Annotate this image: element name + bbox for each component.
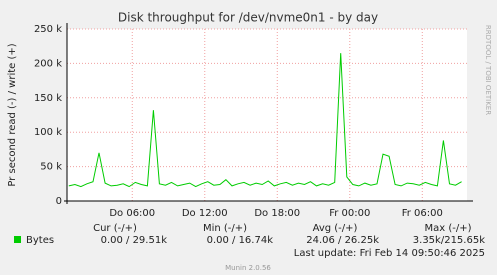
legend-header: Avg (-/+) [313,223,358,234]
y-tick-label: 0 [56,196,62,207]
last-update: Last update: Fri Feb 14 09:50:46 2025 [294,248,485,259]
plot-area [67,29,467,201]
legend-header: Max (-/+) [424,223,471,234]
x-tick-label: Fr 06:00 [402,208,443,219]
x-tick-label: Do 12:00 [182,208,228,219]
legend-value: 0.00 / 16.74k [207,235,274,246]
y-tick-label: 200 k [34,58,62,69]
y-axis-label: Pr second read (-) / write (+) [7,43,18,186]
legend-header: Min (-/+) [203,223,247,234]
data-line [68,53,462,188]
legend-swatch [14,236,21,243]
legend-header: Cur (-/+) [93,223,137,234]
side-label: RRDTOOL / TOBI OETIKER [484,25,492,115]
footer: Munin 2.0.56 [225,264,271,272]
y-tick-label: 150 k [34,93,62,104]
chart-title: Disk throughput for /dev/nvme0n1 - by da… [118,11,378,25]
legend-value: 0.00 / 29.51k [101,235,168,246]
y-tick-label: 50 k [40,162,62,173]
legend-value: 24.06 / 26.25k [306,235,379,246]
legend-entry: Bytes [26,235,54,246]
y-tick-label: 100 k [34,127,62,138]
x-tick-label: Fr 00:00 [329,208,370,219]
x-tick-label: Do 18:00 [254,208,300,219]
legend-value: 3.35k/215.65k [413,235,485,246]
y-tick-label: 250 k [34,24,62,35]
x-tick-label: Do 06:00 [109,208,155,219]
